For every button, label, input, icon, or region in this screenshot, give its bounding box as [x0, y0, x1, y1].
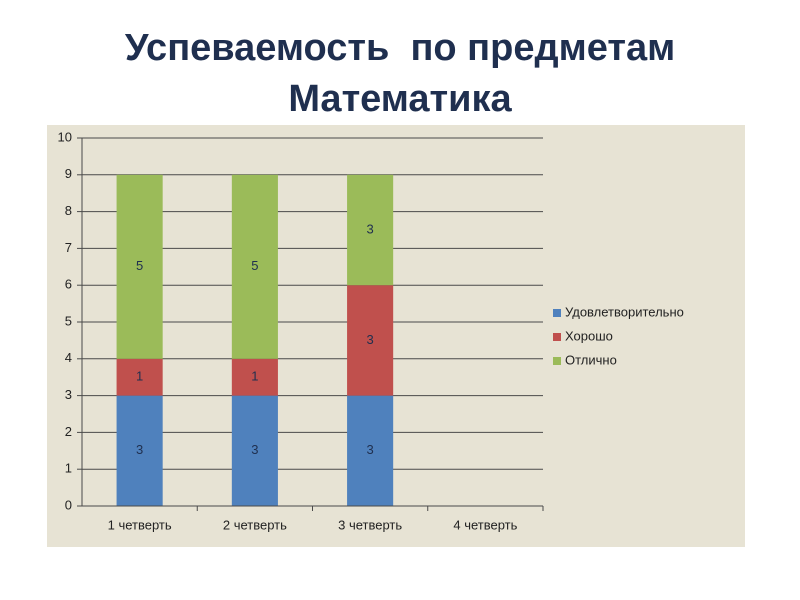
bar-segment — [116, 395, 163, 506]
bar-segment — [347, 174, 394, 286]
bar-segment — [347, 285, 394, 396]
y-tick-label: 0 — [65, 497, 72, 512]
y-tick-label: 5 — [65, 313, 72, 328]
x-tick-label: 2 четверть — [223, 517, 287, 532]
y-tick-label: 2 — [65, 424, 72, 439]
chart-subtitle: Математика — [288, 78, 512, 120]
bar-segment — [231, 395, 278, 506]
data-label: 3 — [367, 332, 374, 347]
y-tick-label: 1 — [65, 461, 72, 476]
y-tick-label: 9 — [65, 166, 72, 181]
data-label: 3 — [367, 442, 374, 457]
chart-title: Успеваемость по предметам — [125, 27, 675, 69]
x-tick-label: 4 четверть — [453, 517, 517, 532]
y-tick-label: 8 — [65, 203, 72, 218]
bar-segment — [116, 358, 163, 396]
legend-label: Удовлетворительно — [565, 304, 684, 319]
y-tick-label: 10 — [58, 129, 72, 144]
bar-segment — [347, 395, 394, 506]
y-tick-label: 3 — [65, 387, 72, 402]
legend-swatch — [553, 309, 561, 317]
data-label: 3 — [136, 442, 143, 457]
data-label: 1 — [251, 369, 258, 384]
bar-segment — [116, 174, 163, 359]
data-label: 3 — [367, 221, 374, 236]
legend-label: Хорошо — [565, 328, 613, 343]
chart-panel — [47, 125, 745, 547]
legend-label: Отлично — [565, 352, 617, 367]
data-label: 5 — [136, 258, 143, 273]
y-tick-label: 7 — [65, 240, 72, 255]
x-tick-label: 3 четверть — [338, 517, 402, 532]
x-tick-label: 1 четверть — [108, 517, 172, 532]
legend-swatch — [553, 357, 561, 365]
y-tick-label: 4 — [65, 350, 72, 365]
legend-swatch — [553, 333, 561, 341]
bar-segment — [231, 174, 278, 359]
data-label: 1 — [136, 369, 143, 384]
data-label: 3 — [251, 442, 258, 457]
data-label: 5 — [251, 258, 258, 273]
y-tick-label: 6 — [65, 277, 72, 292]
bar-segment — [231, 358, 278, 396]
